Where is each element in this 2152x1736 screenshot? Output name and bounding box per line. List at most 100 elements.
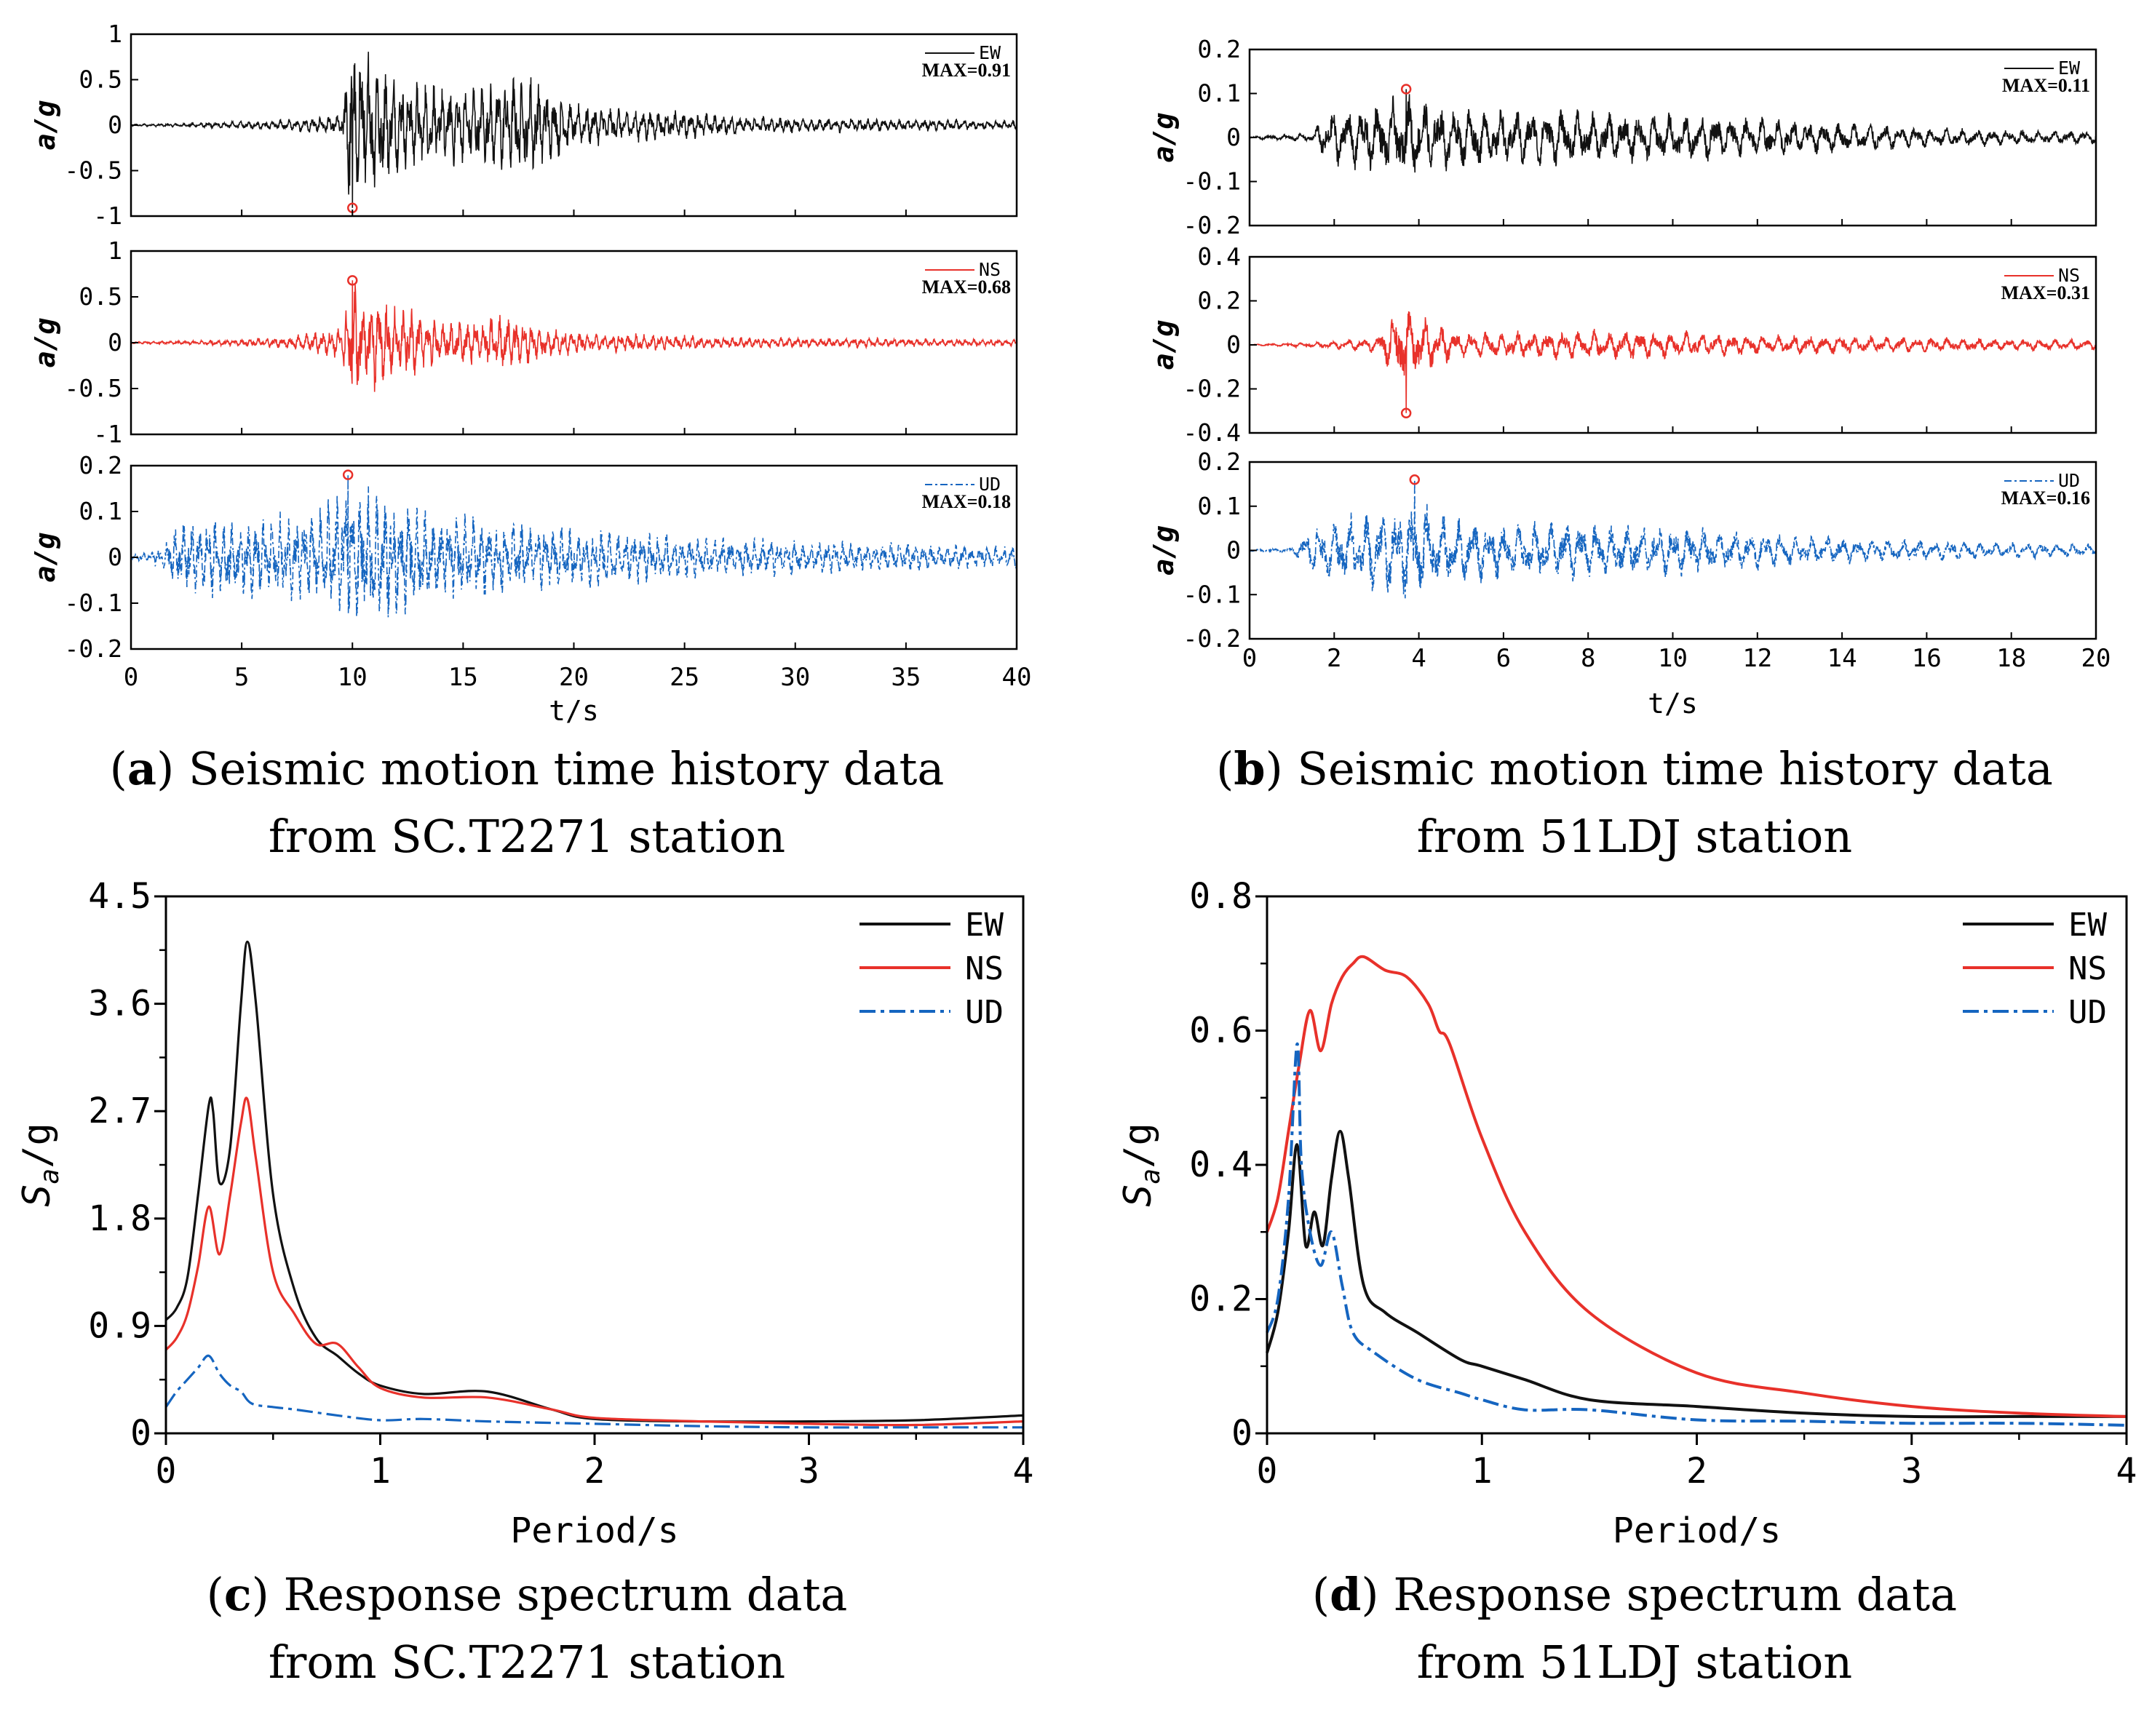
- x-axis-label: Period/s: [510, 1510, 678, 1551]
- y-tick-label: -0.5: [65, 156, 122, 185]
- caption-c-text: Response spectrum data: [269, 1568, 848, 1621]
- trace-ew: [1249, 89, 2097, 173]
- y-axis-label-main: S: [15, 1184, 59, 1207]
- y-tick-label: 0: [130, 1413, 151, 1454]
- x-tick-label: 2: [584, 1451, 606, 1492]
- y-axis-label: a/g: [29, 318, 61, 368]
- x-tick-label: 18: [1996, 644, 2026, 673]
- y-tick-label: 0.1: [1197, 79, 1241, 108]
- max-label-ew: MAX=0.91: [922, 60, 1011, 81]
- trace-ns: [1249, 311, 2097, 413]
- y-tick-label: -0.1: [1183, 580, 1241, 608]
- x-tick-label: 20: [559, 663, 589, 692]
- legend-label-ns: NS: [979, 259, 1001, 280]
- x-tick-label: 3: [798, 1451, 819, 1492]
- y-tick-label: 0.6: [1189, 1011, 1252, 1051]
- x-tick-label: 20: [2081, 644, 2111, 673]
- caption-b: (b) Seismic motion time history data fro…: [1216, 742, 2053, 863]
- caption-d: (d) Response spectrum data from 51LDJ st…: [1312, 1568, 1957, 1689]
- x-tick-label: 4: [2116, 1451, 2137, 1492]
- y-tick-label: 0.2: [1197, 447, 1241, 476]
- y-tick-label: 1.8: [88, 1198, 151, 1239]
- x-tick-label: 5: [234, 663, 249, 692]
- legend-label-ud: UD: [965, 994, 1004, 1031]
- x-tick-label: 10: [1658, 644, 1688, 673]
- y-tick-label: 1: [108, 236, 122, 265]
- y-tick-label: 0.4: [1197, 242, 1241, 271]
- y-tick-label: -0.1: [1183, 167, 1241, 196]
- x-tick-label: 1: [370, 1451, 391, 1492]
- series-ns: [164, 1096, 1024, 1427]
- y-tick-label: -0.4: [1183, 418, 1241, 447]
- y-axis-label: Sa/g: [1116, 1123, 1166, 1207]
- y-tick-label: 0.1: [1197, 492, 1241, 520]
- y-tick-label: -0.1: [65, 589, 122, 617]
- y-tick-label: 3.6: [88, 984, 151, 1024]
- trace-ud: [130, 474, 1017, 618]
- y-tick-label: 0.1: [79, 497, 122, 525]
- x-tick-label: 3: [1901, 1451, 1922, 1492]
- y-tick-label: 0.5: [79, 65, 122, 94]
- y-tick-label: -0.2: [1183, 375, 1241, 403]
- x-tick-label: 6: [1496, 644, 1511, 673]
- caption-d-letter: d: [1330, 1568, 1361, 1621]
- y-tick-label: 0.5: [79, 282, 122, 311]
- x-tick-label: 12: [1742, 644, 1772, 673]
- legend-label-ns: NS: [2058, 265, 2080, 286]
- series-ns: [1266, 955, 2127, 1418]
- y-tick-label: 0: [108, 328, 122, 357]
- y-tick-label: -1: [93, 420, 122, 448]
- y-axis-label: a/g: [29, 533, 61, 583]
- y-tick-label: -1: [93, 202, 122, 230]
- max-label-ew: MAX=0.11: [2002, 75, 2090, 96]
- y-tick-label: 0: [1226, 536, 1241, 565]
- y-tick-label: 4.5: [88, 876, 151, 917]
- chart-b-time-history: 0.20.10-0.1-0.2a/gEWMAX=0.110.40.20-0.2-…: [1148, 35, 2111, 720]
- caption-a-line2: from SC.T2271 station: [269, 810, 785, 863]
- caption-d-line2: from 51LDJ station: [1417, 1636, 1852, 1689]
- x-tick-label: 0: [124, 663, 138, 692]
- caption-c: (c) Response spectrum data from SC.T2271…: [207, 1568, 848, 1689]
- y-tick-label: 0.2: [1197, 35, 1241, 63]
- series-ew: [164, 940, 1024, 1423]
- series-ud: [1266, 1042, 2127, 1427]
- x-tick-label: 4: [1411, 644, 1426, 673]
- y-tick-label: 0: [108, 111, 122, 139]
- peak-marker-ns: [347, 275, 358, 286]
- legend-label-ew: EW: [979, 42, 1001, 63]
- peak-marker-ew: [1400, 84, 1412, 95]
- x-tick-label: 30: [780, 663, 810, 692]
- y-axis-label-main: S: [1116, 1184, 1160, 1207]
- y-tick-label: 1: [108, 20, 122, 48]
- trace-ew: [130, 52, 1017, 208]
- x-tick-label: 0: [1257, 1451, 1278, 1492]
- plot-frame: [164, 895, 1025, 1435]
- y-axis-label: a/g: [1148, 113, 1180, 163]
- y-tick-label: 2.7: [88, 1091, 151, 1131]
- y-axis-label: a/g: [29, 100, 61, 151]
- legend-label-ew: EW: [2058, 57, 2081, 79]
- legend-label-ns: NS: [2068, 950, 2107, 987]
- caption-b-text: Seismic motion time history data: [1283, 742, 2053, 795]
- y-tick-label: 0: [1231, 1413, 1252, 1454]
- x-tick-label: 1: [1472, 1451, 1493, 1492]
- x-tick-label: 25: [670, 663, 699, 692]
- x-tick-label: 10: [338, 663, 368, 692]
- caption-d-text: Response spectrum data: [1379, 1568, 1958, 1621]
- y-axis-label: a/g: [1148, 525, 1180, 576]
- x-tick-label: 40: [1002, 663, 1032, 692]
- legend-label-ew: EW: [2068, 907, 2107, 944]
- max-label-ud: MAX=0.18: [922, 491, 1011, 512]
- x-tick-label: 8: [1581, 644, 1595, 673]
- x-axis-label: t/s: [1648, 688, 1698, 720]
- caption-b-letter: b: [1234, 742, 1265, 795]
- caption-b-line1: (b) Seismic motion time history data: [1216, 742, 2053, 795]
- legend-label-ud: UD: [2068, 994, 2107, 1031]
